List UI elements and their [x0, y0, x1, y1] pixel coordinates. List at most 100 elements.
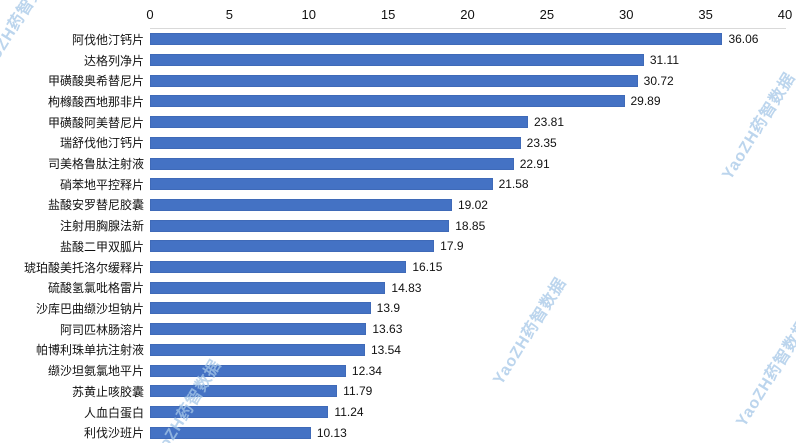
bar [150, 157, 514, 170]
x-tick-label: 30 [619, 7, 634, 22]
value-label: 18.85 [455, 218, 486, 233]
bar [150, 219, 450, 232]
value-label: 13.54 [370, 342, 401, 357]
bar [150, 54, 644, 67]
value-label: 31.11 [649, 53, 679, 68]
bar-row: 沙库巴曲缬沙坦钠片 13.9 [0, 298, 796, 319]
bar-row: 琥珀酸美托洛尔缓释片 16.15 [0, 257, 796, 278]
bar-track: 14.83 [150, 277, 785, 298]
value-label: 23.81 [533, 115, 564, 130]
bar-row: 盐酸安罗替尼胶囊 19.02 [0, 195, 796, 216]
bar [150, 74, 638, 87]
category-label: 帕博利珠单抗注射液 [35, 343, 144, 358]
bar-row: 硫酸氢氯吡格雷片 14.83 [0, 277, 796, 298]
bar-row: 甲磺酸阿美替尼片 23.81 [0, 112, 796, 133]
bar [150, 281, 386, 294]
bar-row: 阿伐他汀钙片 36.06 [0, 29, 796, 50]
category-label: 注射用胸腺法新 [59, 219, 144, 234]
value-label: 13.63 [372, 322, 403, 337]
bar-row: 司美格鲁肽注射液 22.91 [0, 153, 796, 174]
x-tick-label: 5 [225, 7, 233, 22]
bar-row: 注射用胸腺法新 18.85 [0, 215, 796, 236]
category-label: 硝苯地平控释片 [59, 177, 144, 192]
value-label: 22.91 [519, 156, 550, 171]
bar-row: 达格列净片 31.11 [0, 50, 796, 71]
x-tick-label: 10 [301, 7, 316, 22]
bar [150, 198, 452, 211]
bar-track: 11.24 [150, 402, 785, 423]
category-label: 硫酸氢氯吡格雷片 [47, 281, 144, 296]
bar [150, 406, 329, 418]
category-label: 达格列净片 [83, 53, 144, 68]
category-label: 缬沙坦氨氯地平片 [47, 364, 144, 379]
value-label: 17.9 [440, 239, 464, 254]
value-label: 11.24 [334, 405, 364, 419]
category-label: 甲磺酸奥希替尼片 [47, 74, 144, 89]
bar-row: 人血白蛋白 11.24 [0, 402, 796, 423]
bar [150, 323, 367, 336]
category-label: 司美格鲁肽注射液 [47, 157, 144, 172]
bar [150, 261, 407, 274]
x-axis-line [150, 28, 786, 29]
category-label: 琥珀酸美托洛尔缓释片 [23, 260, 144, 275]
value-label: 14.83 [391, 280, 422, 295]
x-tick-label: 15 [380, 7, 396, 22]
bar [150, 240, 435, 253]
bar-track: 10.13 [150, 422, 785, 443]
bar-row: 利伐沙班片 10.13 [0, 422, 796, 443]
bar-row: 阿司匹林肠溶片 13.63 [0, 319, 796, 340]
category-label: 阿伐他汀钙片 [71, 32, 144, 47]
x-tick-label: 40 [777, 7, 793, 22]
category-label: 瑞舒伐他汀钙片 [59, 136, 144, 151]
category-label: 人血白蛋白 [83, 405, 144, 420]
bar-track: 17.9 [150, 236, 785, 257]
bar [150, 136, 521, 149]
value-label: 11.79 [343, 384, 373, 399]
bar-row: 瑞舒伐他汀钙片 23.35 [0, 133, 796, 154]
bar-row: 盐酸二甲双胍片 17.9 [0, 236, 796, 257]
value-label: 12.34 [351, 363, 382, 378]
value-label: 36.06 [728, 32, 759, 47]
bar-track: 23.81 [150, 112, 785, 133]
bar-track: 13.63 [150, 319, 785, 340]
category-label: 盐酸安罗替尼胶囊 [47, 198, 144, 213]
value-label: 30.72 [643, 73, 674, 88]
bar-track: 13.9 [150, 298, 785, 319]
bar-track: 13.54 [150, 340, 785, 361]
bar [150, 178, 493, 191]
x-axis: 0 5 10 15 20 25 30 35 40 [146, 0, 792, 28]
plot-area: 阿伐他汀钙片 36.06 达格列净片 31.11 甲磺酸奥希替尼片 30.72 枸橼酸西地那… [0, 29, 796, 443]
bar-track: 16.15 [150, 257, 785, 278]
category-label: 阿司匹林肠溶片 [59, 322, 144, 337]
bar-row: 甲磺酸奥希替尼片 30.72 [0, 70, 796, 91]
category-label: 甲磺酸阿美替尼片 [47, 115, 144, 130]
bar [150, 95, 625, 108]
category-label: 利伐沙班片 [83, 426, 144, 441]
bar-row: 缬沙坦氨氯地平片 12.34 [0, 360, 796, 381]
bar [150, 302, 371, 315]
bar-row: 苏黄止咳胶囊 11.79 [0, 381, 796, 402]
bar-track: 19.02 [150, 195, 785, 216]
bar-track: 18.85 [150, 215, 785, 236]
bar [150, 116, 528, 129]
bar-track: 12.34 [150, 360, 785, 381]
value-label: 10.13 [316, 425, 347, 440]
value-label: 21.58 [498, 177, 529, 192]
bar-row: 帕博利珠单抗注射液 13.54 [0, 340, 796, 361]
bar-track: 21.58 [150, 174, 785, 195]
value-label: 23.35 [526, 135, 557, 150]
x-tick-label: 35 [698, 7, 713, 22]
bar-track: 22.91 [150, 153, 785, 174]
bar [150, 343, 365, 356]
x-tick-label: 0 [146, 7, 154, 22]
category-label: 苏黄止咳胶囊 [71, 384, 144, 399]
category-label: 枸橼酸西地那非片 [47, 94, 144, 109]
bar-row: 硝苯地平控释片 21.58 [0, 174, 796, 195]
bar-track: 29.89 [150, 91, 785, 112]
bar-track: 36.06 [150, 29, 785, 50]
bar [150, 385, 338, 398]
category-label: 沙库巴曲缬沙坦钠片 [35, 301, 144, 316]
x-tick-label: 20 [460, 7, 475, 22]
x-tick-label: 25 [539, 7, 555, 22]
